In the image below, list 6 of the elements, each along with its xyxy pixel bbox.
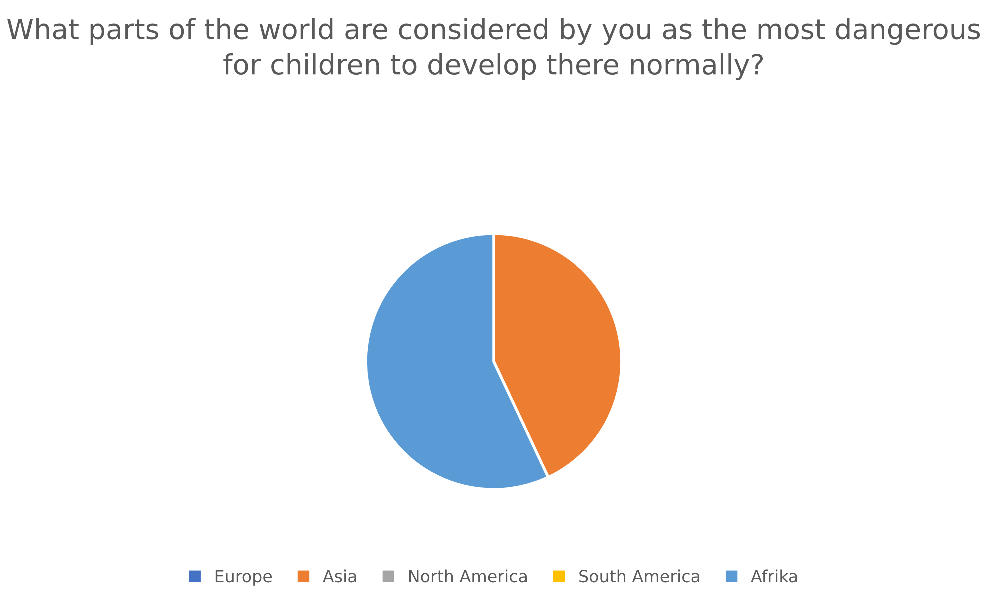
- legend-label: South America: [580, 570, 700, 583]
- legend-label: North America: [409, 570, 527, 583]
- chart-title: What parts of the world are considered by you as the most dangerous for children to develop there normally?: [7, 18, 980, 80]
- legend-label: Afrika: [751, 570, 798, 583]
- legend-label: Europe: [216, 570, 272, 586]
- legend-label: Asia: [323, 570, 356, 583]
